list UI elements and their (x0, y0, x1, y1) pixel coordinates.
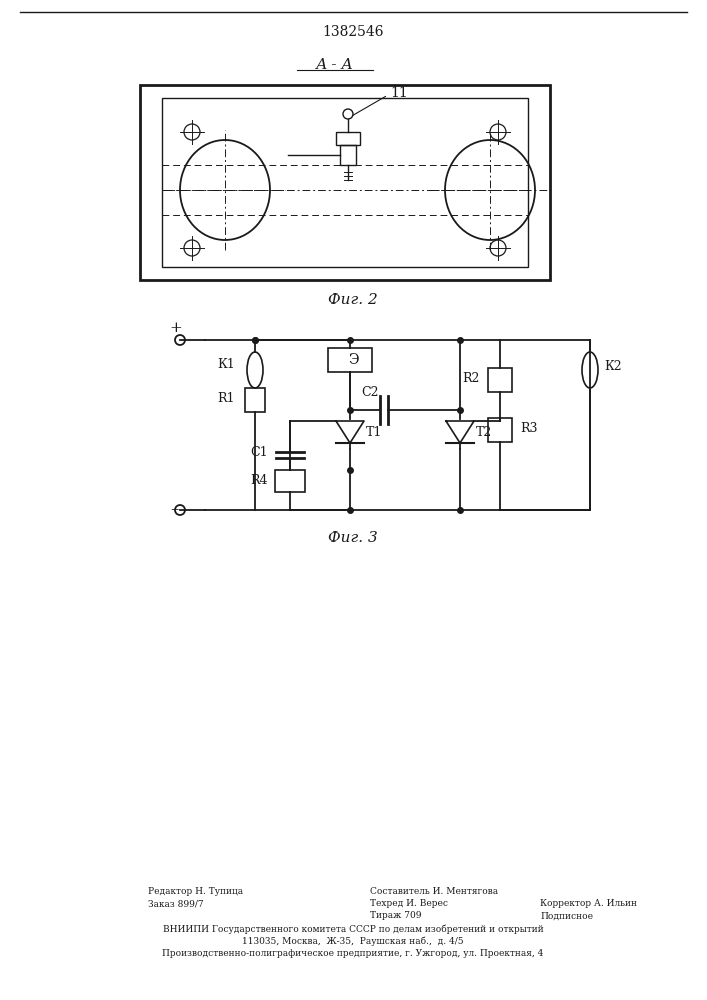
Bar (340, 145, 356, 165)
Bar (488, 418, 512, 442)
Bar (488, 368, 512, 392)
Text: Составитель И. Ментягова: Составитель И. Ментягова (370, 888, 498, 896)
Text: T1: T1 (366, 426, 382, 440)
Text: К2: К2 (604, 360, 621, 372)
Text: T2: T2 (476, 426, 492, 440)
Text: 113035, Москва,  Ж-35,  Раушская наб.,  д. 4/5: 113035, Москва, Ж-35, Раушская наб., д. … (243, 936, 464, 946)
Text: 11: 11 (390, 86, 408, 100)
Text: Производственно-полиграфическое предприятие, г. Ужгород, ул. Проектная, 4: Производственно-полиграфическое предприя… (163, 948, 544, 958)
Text: Техред И. Верес: Техред И. Верес (370, 900, 448, 908)
Text: +: + (170, 321, 182, 335)
Circle shape (175, 335, 185, 345)
Text: R2: R2 (462, 371, 480, 384)
Text: К1: К1 (217, 358, 235, 370)
Text: C1: C1 (250, 446, 268, 460)
Text: ВНИИПИ Государственного комитета СССР по делам изобретений и открытий: ВНИИПИ Государственного комитета СССР по… (163, 924, 544, 934)
Text: Подписное: Подписное (540, 912, 593, 920)
Bar (245, 388, 265, 412)
Bar (275, 470, 305, 492)
Text: Редактор Н. Тупица: Редактор Н. Тупица (148, 888, 243, 896)
Bar (162, 98, 528, 267)
Text: R4: R4 (250, 474, 268, 487)
Text: Тираж 709: Тираж 709 (370, 912, 421, 920)
Text: А - А: А - А (316, 58, 354, 72)
Text: Заказ 899/7: Заказ 899/7 (148, 900, 204, 908)
Text: Фиг. 2: Фиг. 2 (328, 293, 378, 307)
Text: –: – (170, 502, 178, 518)
Bar (140, 85, 550, 280)
Text: Корректор А. Ильин: Корректор А. Ильин (540, 900, 637, 908)
Text: C2: C2 (361, 385, 379, 398)
Text: R1: R1 (218, 391, 235, 404)
Bar (328, 348, 372, 372)
Text: 1382546: 1382546 (322, 25, 384, 39)
Text: Фиг. 3: Фиг. 3 (328, 531, 378, 545)
Text: Э: Э (349, 353, 359, 367)
Bar (336, 132, 360, 145)
Text: R3: R3 (520, 422, 537, 434)
Circle shape (175, 505, 185, 515)
